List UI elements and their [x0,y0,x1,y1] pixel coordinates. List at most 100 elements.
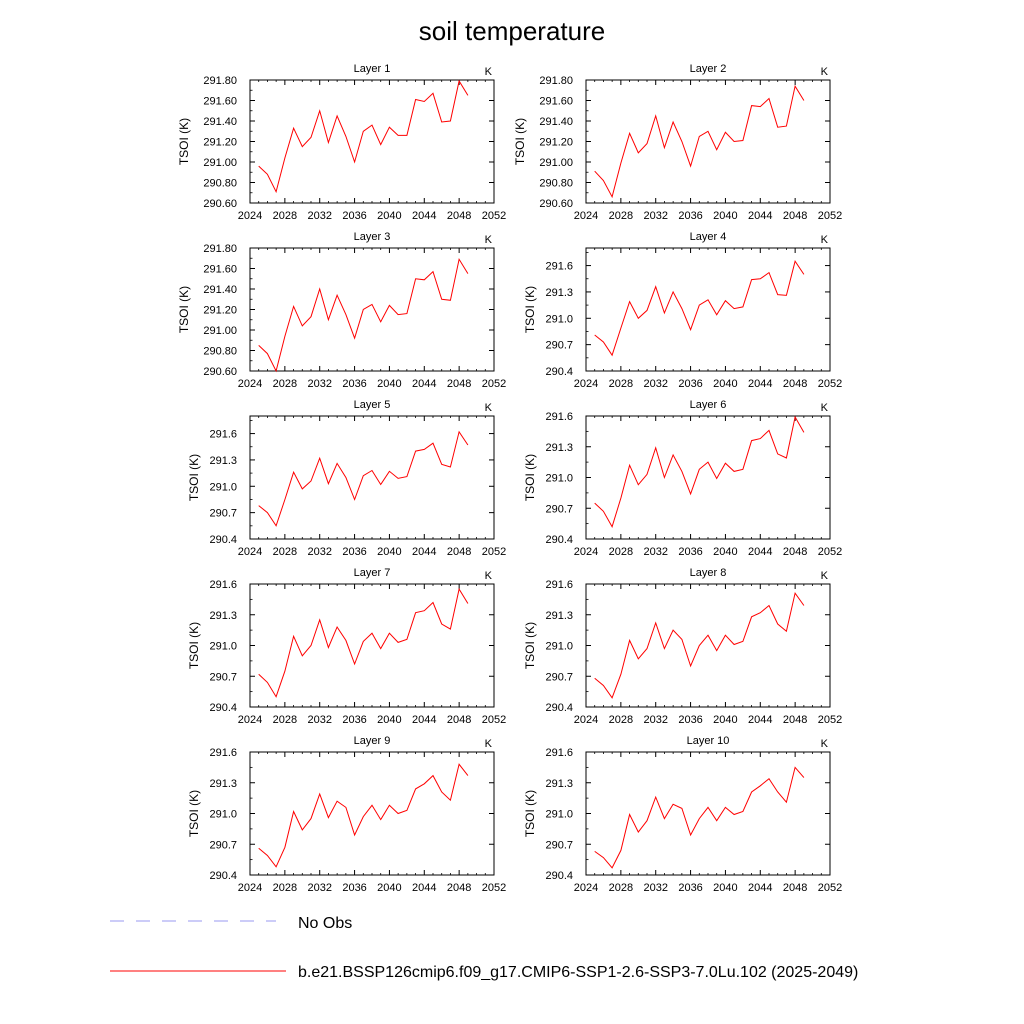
plot-frame [585,751,831,876]
y-tick-label: 291.0 [209,641,237,653]
x-tick-label: 2040 [713,714,737,726]
x-tick-label: 2032 [643,882,667,894]
panel-title: Layer 5 [354,399,391,411]
y-axis-label: TSOI (K) [523,622,537,669]
y-tick-label: 291.60 [203,264,237,276]
legend: No Obs b.e21.BSSP126cmip6.f09_g17.CMIP6-… [110,915,858,981]
x-tick-label: 2036 [342,714,366,726]
x-tick-label: 2044 [748,210,772,222]
x-tick-label: 2040 [377,882,401,894]
y-axis-label: TSOI (K) [177,286,191,333]
panel-title: Layer 9 [354,735,391,747]
series-line-layer-5 [258,430,469,527]
series-line-layer-7 [258,587,469,698]
panels-group: Layer 1 K 2024 2028 2032 2036 2040 2044 2048 2052… [177,63,842,894]
x-tick-label: 2052 [482,546,506,558]
x-tick-label: 2040 [377,714,401,726]
x-tick-label: 2032 [643,378,667,390]
x-tick-label: 2028 [273,882,297,894]
y-axis-label: TSOI (K) [187,790,201,837]
x-tick-label: 2048 [447,714,471,726]
y-tick-label: 291.80 [203,243,237,255]
plot-frame [249,79,495,204]
panel-title: Layer 8 [690,567,727,579]
y-tick-label: 290.4 [545,534,573,546]
x-tick-label: 2052 [482,210,506,222]
x-tick-label: 2040 [713,210,737,222]
y-tick-label: 291.6 [545,261,573,273]
y-tick-label: 291.6 [545,747,573,759]
x-tick-label: 2052 [482,714,506,726]
x-tick-label: 2048 [447,546,471,558]
x-tick-label: 2028 [609,210,633,222]
x-tick-label: 2032 [643,714,667,726]
y-axis-label: TSOI (K) [523,286,537,333]
y-axis-label: TSOI (K) [177,118,191,165]
y-tick-label: 291.3 [545,610,573,622]
x-tick-label: 2048 [783,378,807,390]
x-tick-label: 2044 [412,210,436,222]
units-label: K [485,570,493,582]
x-tick-label: 2048 [447,378,471,390]
y-axis-label: TSOI (K) [523,790,537,837]
panel-layer-9: Layer 9 K 2024 2028 2032 2036 2040 2044 2048 2052… [187,735,506,894]
figure-title: soil temperature [419,16,605,46]
y-tick-label: 290.7 [209,508,237,520]
y-tick-label: 291.40 [203,116,237,128]
x-tick-label: 2024 [574,546,598,558]
units-label: K [821,234,829,246]
y-tick-label: 291.3 [545,442,573,454]
x-tick-label: 2052 [818,546,842,558]
y-tick-label: 291.6 [209,747,237,759]
x-tick-label: 2040 [377,378,401,390]
y-tick-label: 290.60 [539,198,573,210]
x-tick-label: 2036 [342,882,366,894]
x-tick-label: 2032 [643,546,667,558]
series-line-layer-6 [594,415,805,528]
y-axis-label: TSOI (K) [513,118,527,165]
x-tick-label: 2024 [574,714,598,726]
panel-layer-8: Layer 8 K 2024 2028 2032 2036 2040 2044 2048 2052… [523,567,842,726]
x-tick-label: 2036 [678,378,702,390]
x-tick-label: 2032 [307,882,331,894]
x-tick-label: 2044 [412,882,436,894]
y-tick-label: 290.7 [545,671,573,683]
units-label: K [485,738,493,750]
y-tick-label: 290.7 [209,671,237,683]
series-line-layer-9 [258,763,469,868]
units-label: K [485,66,493,78]
units-label: K [821,570,829,582]
y-tick-label: 290.7 [209,839,237,851]
x-tick-label: 2028 [273,714,297,726]
x-tick-label: 2024 [574,882,598,894]
y-tick-label: 291.40 [539,116,573,128]
y-tick-label: 291.0 [545,809,573,821]
y-tick-label: 291.0 [209,809,237,821]
x-tick-label: 2044 [412,546,436,558]
units-label: K [485,234,493,246]
panel-title: Layer 7 [354,567,391,579]
x-tick-label: 2048 [447,882,471,894]
y-tick-label: 291.00 [539,157,573,169]
x-tick-label: 2048 [447,210,471,222]
x-tick-label: 2040 [713,378,737,390]
legend-label-no-obs: No Obs [298,915,352,932]
x-tick-label: 2036 [342,378,366,390]
panel-title: Layer 6 [690,399,727,411]
panel-layer-10: Layer 10 K 2024 2028 2032 2036 2040 2044 2048 205… [523,735,842,894]
y-tick-label: 291.80 [539,75,573,87]
panel-layer-7: Layer 7 K 2024 2028 2032 2036 2040 2044 2048 2052… [187,567,506,726]
y-tick-label: 290.80 [539,178,573,190]
y-tick-label: 290.7 [545,340,573,352]
y-tick-label: 291.0 [209,481,237,493]
y-tick-label: 291.20 [203,305,237,317]
x-tick-label: 2036 [342,546,366,558]
x-tick-label: 2024 [238,714,262,726]
x-tick-label: 2052 [482,882,506,894]
x-tick-label: 2052 [818,714,842,726]
x-tick-label: 2040 [377,546,401,558]
x-tick-label: 2048 [783,210,807,222]
x-tick-label: 2032 [643,210,667,222]
panel-layer-6: Layer 6 K 2024 2028 2032 2036 2040 2044 2048 2052… [523,399,842,558]
